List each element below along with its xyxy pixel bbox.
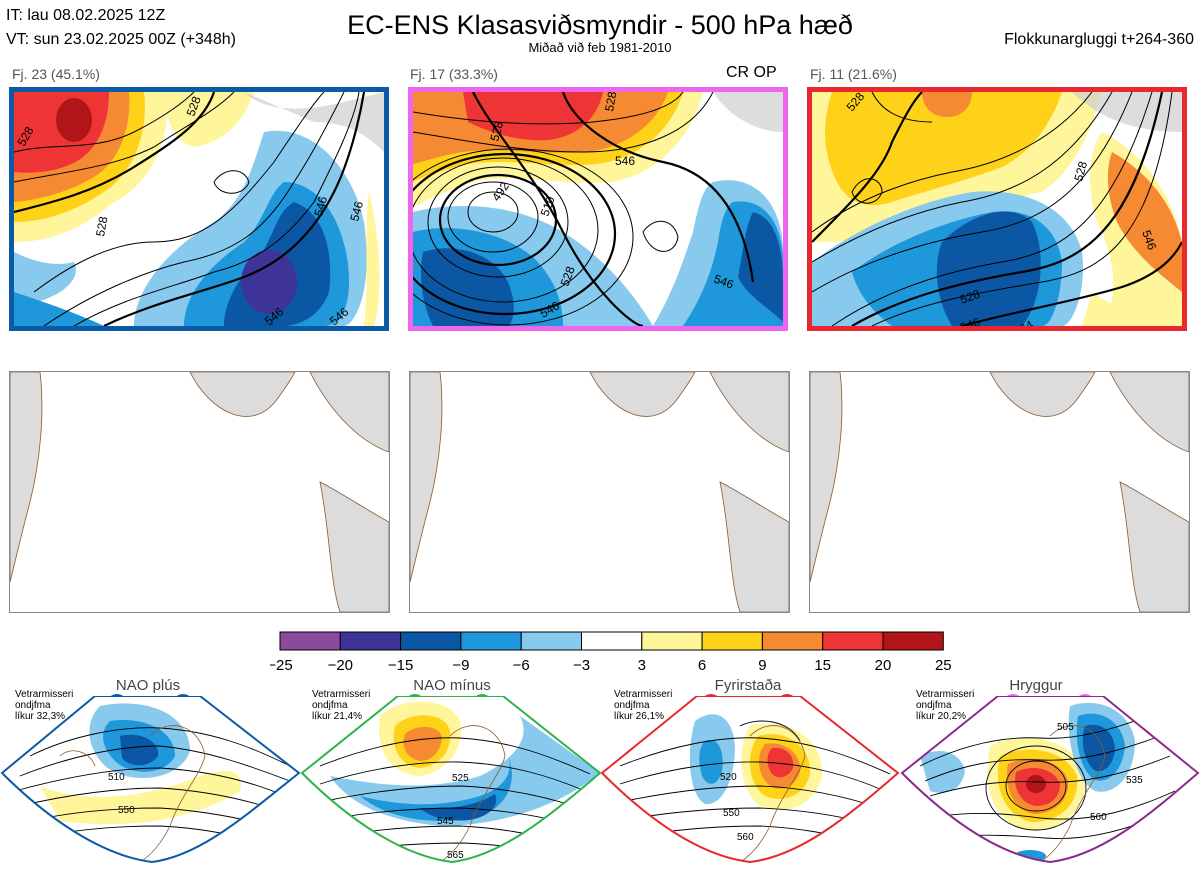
colorbar-tick: −6 [513,657,530,674]
cluster-2-contour-label: 528 [487,119,506,142]
colorbar-tick: 20 [875,657,892,674]
cluster-1-contour-label: 546 [347,199,366,222]
cluster-1-map: 528 528 528 546 546 546 546 [9,87,389,331]
cluster-1-label: Fj. 23 (45.1%) [12,66,100,82]
regime-4-contour-label: 535 [1126,775,1143,786]
regime-note-line: ondjfma [916,700,952,711]
colorbar-segment [520,631,582,651]
regime-3-contour-label: 560 [737,832,754,843]
regime-3-title: Fyrirstaða [714,677,782,694]
regime-1-map [2,696,299,862]
regime-4-title: Hryggur [1009,677,1063,694]
colorbar-tick: 9 [758,657,766,674]
cluster-1-contour-label: 528 [184,94,204,118]
regime-1-sector-outline [0,696,301,864]
page-subtitle: Miðað við feb 1981-2010 [528,40,672,55]
regime-1-contour-label: 550 [118,805,135,816]
regime-note-line: Vetrarmisseri [614,689,673,700]
colorbar-tick: −25 [270,657,293,674]
regime-note-line: líkur 26,1% [614,711,665,722]
cluster-3-map: 528 528 546 528 546 564 [807,87,1187,331]
regime-1-contour-label: 510 [108,772,125,783]
regime-4-contour-label: 505 [1057,722,1074,733]
regime-2-map [302,696,600,862]
cluster-3-label: Fj. 11 (21.6%) [810,66,897,82]
regime-note-line: líkur 32,3% [15,711,66,722]
regime-note-line: Vetrarmisseri [312,689,371,700]
regime-note-line: ondjfma [614,700,650,711]
regime-3-sector-outline [600,696,900,864]
regime-4-sector-outline [900,696,1200,864]
regime-note-line: Vetrarmisseri [15,689,74,700]
colorbar-tick: 25 [935,657,952,674]
regime-4-map [902,696,1198,862]
empty-map-3 [809,371,1190,613]
colorbar-tick: 6 [698,657,706,674]
regime-1-note: Vetrarmisseri ondjfma líkur 32,3% [15,689,73,722]
classification-window: Flokkunargluggi t+264-360 [1004,31,1194,48]
colorbar-segment [581,631,643,651]
regime-2-contour-label: 525 [452,773,469,784]
regime-note-line: ondjfma [312,700,348,711]
cluster-3-contour-label: 546 [958,315,982,326]
cluster-3-contour-label: 528 [1071,159,1090,182]
regime-note-line: ondjfma [15,700,51,711]
colorbar-segment [279,631,341,651]
colorbar-segment [761,631,824,651]
cluster-2-contour-label: 510 [538,194,558,218]
colorbar: −25 −20 −15 −9 −6 −3 3 6 9 15 20 25 [270,631,952,674]
regime-note-line: Vetrarmisseri [916,689,975,700]
regime-3-contour-label: 550 [723,808,740,819]
cluster-2-map: 492 510 528 528 528 546 546 546 [408,87,788,331]
regime-2-contour-label: 565 [447,850,464,861]
colorbar-tick: −20 [328,657,353,674]
page-title: EC-ENS Klasasviðsmyndir - 500 hPa hæð [347,10,853,40]
cluster-2-contour-label: 528 [602,92,619,113]
initial-time: IT: lau 08.02.2025 12Z [6,7,166,24]
colorbar-tick: 15 [814,657,831,674]
cluster-1-contour-label: 528 [93,215,110,237]
valid-time: VT: sun 23.02.2025 00Z (+348h) [6,31,236,48]
colorbar-tick: 3 [638,657,646,674]
cluster-2-label: Fj. 17 (33.3%) [410,66,498,82]
colorbar-segment [641,631,703,651]
colorbar-segment [339,631,402,651]
regime-maps: 510 550 525 545 565 [0,696,1200,864]
regime-2-sector-outline [300,696,602,864]
colorbar-tick: −3 [573,657,590,674]
regime-note-line: líkur 20,2% [916,711,967,722]
cluster-3-contour-label: 564 [1012,317,1037,326]
empty-map-1 [9,371,390,613]
regime-3-note: Vetrarmisseri ondjfma líkur 26,1% [614,689,672,722]
empty-map-2 [409,371,790,613]
colorbar-segment [822,631,884,651]
cluster-2-contour-label: 528 [558,264,578,288]
regime-1-title: NAO plús [115,677,181,694]
colorbar-segment [400,631,462,651]
colorbar-segment [701,631,763,651]
cluster-1-contour-label: 546 [311,194,330,217]
control-operational-tag: CR OP [726,64,777,81]
colorbar-segment [460,631,522,651]
regime-3-map [602,696,898,862]
cluster-2-contour-label: 546 [615,154,635,168]
regime-2-note: Vetrarmisseri ondjfma líkur 21,4% [312,689,370,722]
cluster-2-contour-label: 546 [712,272,736,292]
colorbar-segment [882,631,944,651]
colorbar-tick: −15 [388,657,413,674]
regime-4-note: Vetrarmisseri ondjfma líkur 20,2% [916,689,974,722]
regime-note-line: líkur 21,4% [312,711,363,722]
colorbar-tick: −9 [452,657,469,674]
cluster-3-contour-label: 546 [1139,228,1159,252]
cluster-3-contour-label: 528 [958,287,982,307]
regime-2-contour-label: 545 [437,816,454,827]
regime-2-title: NAO mínus [413,677,491,694]
regime-4-contour-label: 560 [1090,812,1107,823]
regime-3-contour-label: 520 [720,772,737,783]
